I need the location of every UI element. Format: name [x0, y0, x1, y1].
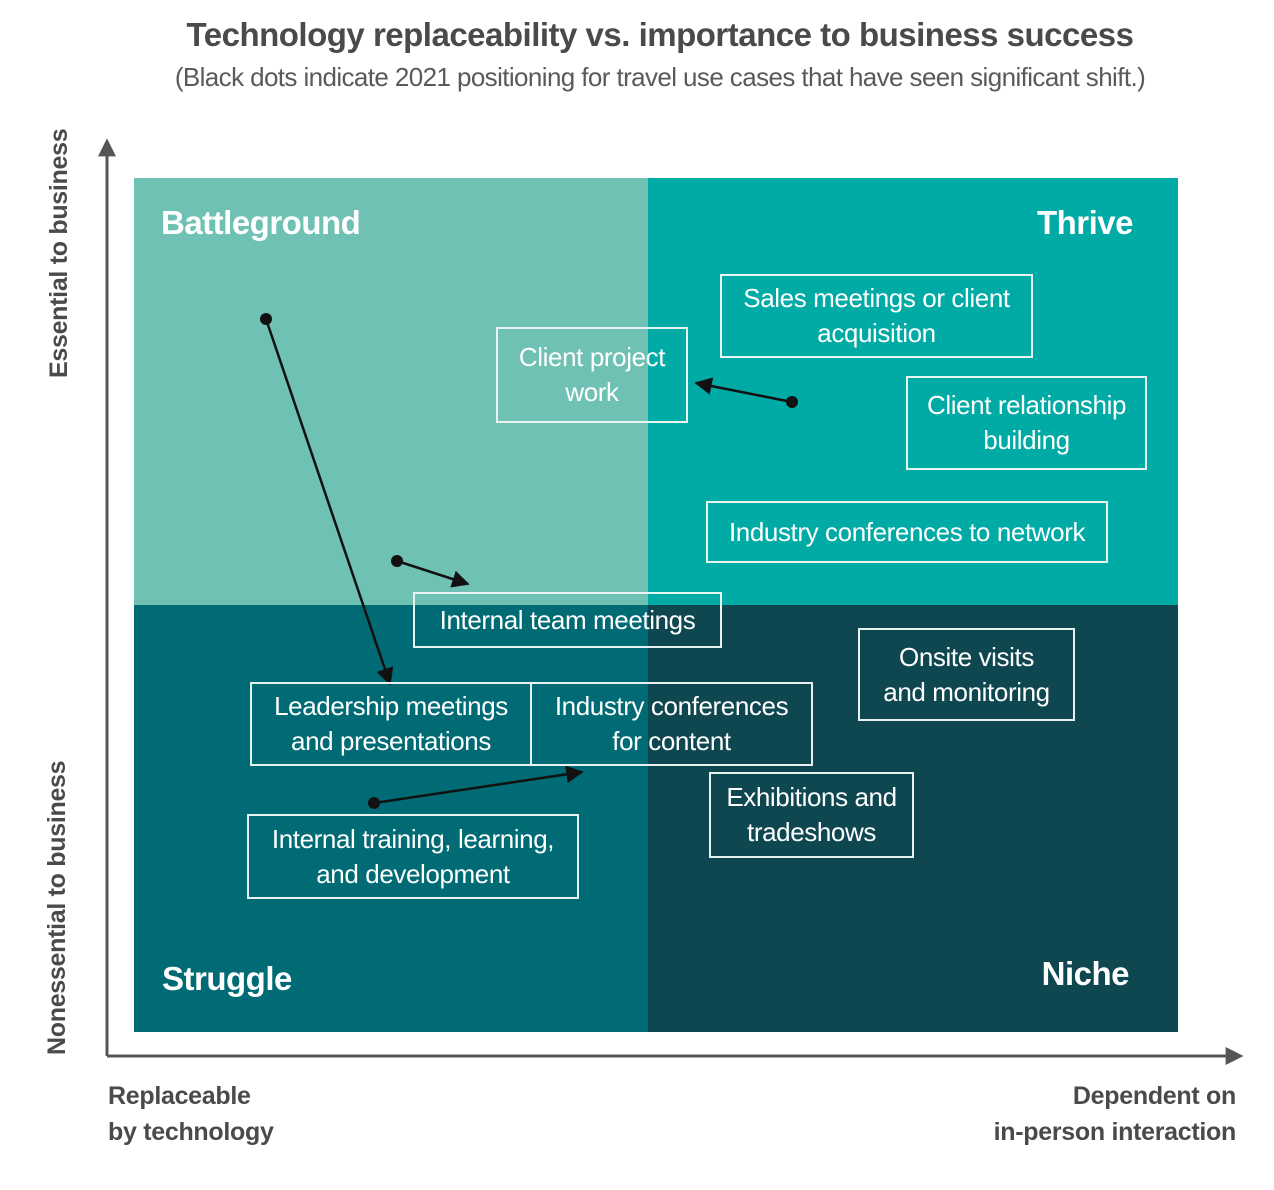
shift-arrow-training — [373, 765, 584, 805]
y-axis-top-label: Essential to business — [45, 128, 73, 378]
use-case-exhibitions: Exhibitions and tradeshows — [709, 772, 914, 858]
y-axis-bottom-label: Nonessential to business — [43, 760, 71, 1055]
use-case-leadership-meetings: Leadership meetings and presentations — [250, 682, 532, 766]
chart-title: Technology replaceability vs. importance… — [186, 16, 1134, 53]
shift-dot-internal-team — [391, 555, 403, 567]
quadrant-label-niche: Niche — [1041, 955, 1130, 992]
shift-arrow-leadership — [264, 318, 394, 686]
use-case-client-project-work: Client project work — [496, 327, 688, 423]
use-case-conferences-content: Industry conferences for content — [530, 682, 813, 766]
shift-dot-leadership — [260, 313, 272, 325]
x-axis-right-label: Dependent on in-person interaction — [993, 1082, 1237, 1146]
shift-dot-client-project — [786, 396, 798, 408]
use-case-client-relationship: Client relationship building — [906, 376, 1147, 470]
use-case-conferences-network: Industry conferences to network — [706, 501, 1108, 563]
quadrant-label-thrive: Thrive — [1036, 204, 1134, 241]
use-case-onsite-visits: Onsite visits and monitoring — [858, 628, 1075, 721]
quadrant-battleground — [134, 178, 648, 605]
quadrant-label-battleground: Battleground — [161, 204, 361, 241]
chart-subtitle: (Black dots indicate 2021 positioning fo… — [174, 62, 1146, 92]
use-case-internal-training: Internal training, learning, and developm… — [247, 814, 579, 899]
quadrant-label-struggle: Struggle — [162, 960, 292, 997]
use-case-sales-meetings: Sales meetings or client acquisition — [720, 274, 1033, 358]
use-case-internal-team-meetings: Internal team meetings — [413, 592, 722, 648]
x-axis-left-label: Replaceable by technology — [108, 1082, 274, 1146]
shift-arrow-internal-team — [396, 559, 470, 588]
shift-arrow-client-project — [694, 377, 793, 404]
shift-dot-training — [368, 797, 380, 809]
